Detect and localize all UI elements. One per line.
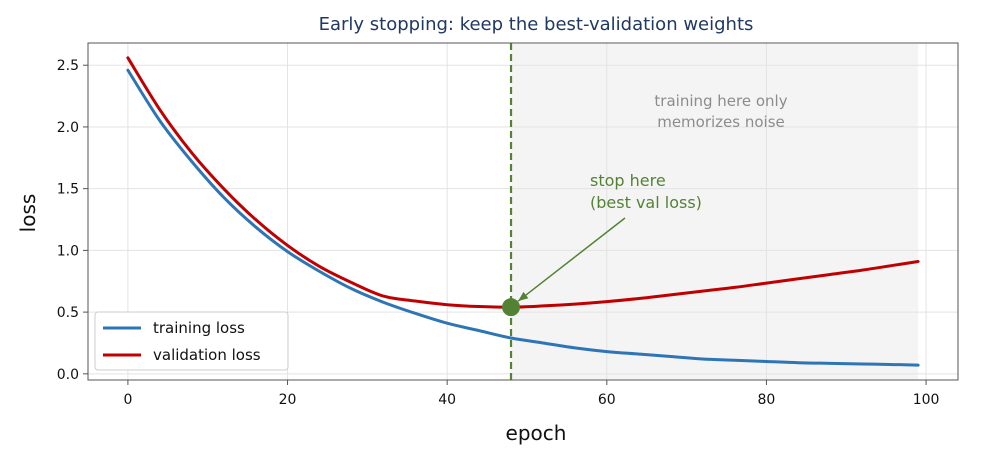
y-tick-label: 1.5 xyxy=(57,182,79,198)
stop-annotation-line2: (best val loss) xyxy=(590,193,702,212)
y-tick-label: 1.0 xyxy=(57,243,79,259)
x-tick-label: 100 xyxy=(913,392,940,408)
training-loss-line xyxy=(126,68,920,367)
x-tick-label: 80 xyxy=(758,392,776,408)
series-layer xyxy=(126,56,920,367)
x-axis: 0 20 40 60 80 100 xyxy=(123,380,939,408)
x-tick-label: 0 xyxy=(123,392,132,408)
legend: training loss validation loss xyxy=(94,311,289,371)
x-tick-label: 20 xyxy=(279,392,297,408)
y-tick-label: 0.0 xyxy=(57,367,79,383)
region-annotation-line1: training here only xyxy=(654,92,787,110)
stop-arrow xyxy=(517,217,626,302)
y-tick-label: 0.5 xyxy=(57,305,79,321)
region-annotation-line2: memorizes noise xyxy=(657,113,785,131)
stop-marker xyxy=(502,298,521,317)
plot-frame xyxy=(87,42,959,381)
y-axis-label: loss xyxy=(16,194,40,233)
y-axis: 0.0 0.5 1.0 1.5 2.0 2.5 xyxy=(57,58,88,383)
overfit-region xyxy=(511,44,919,379)
x-tick-label: 40 xyxy=(438,392,456,408)
stop-arrowhead xyxy=(518,291,529,302)
validation-loss-line xyxy=(126,56,920,309)
legend-label-training: training loss xyxy=(153,319,245,337)
y-tick-label: 2.5 xyxy=(57,58,79,74)
legend-label-validation: validation loss xyxy=(153,346,261,364)
y-tick-label: 2.0 xyxy=(57,120,79,136)
legend-box xyxy=(94,311,289,371)
chart-title: Early stopping: keep the best-validation… xyxy=(319,14,754,35)
x-tick-label: 60 xyxy=(598,392,616,408)
x-axis-label: epoch xyxy=(506,421,567,445)
plot-area: stop here (best val loss) training here … xyxy=(87,42,959,381)
stop-annotation-line1: stop here xyxy=(590,171,666,190)
